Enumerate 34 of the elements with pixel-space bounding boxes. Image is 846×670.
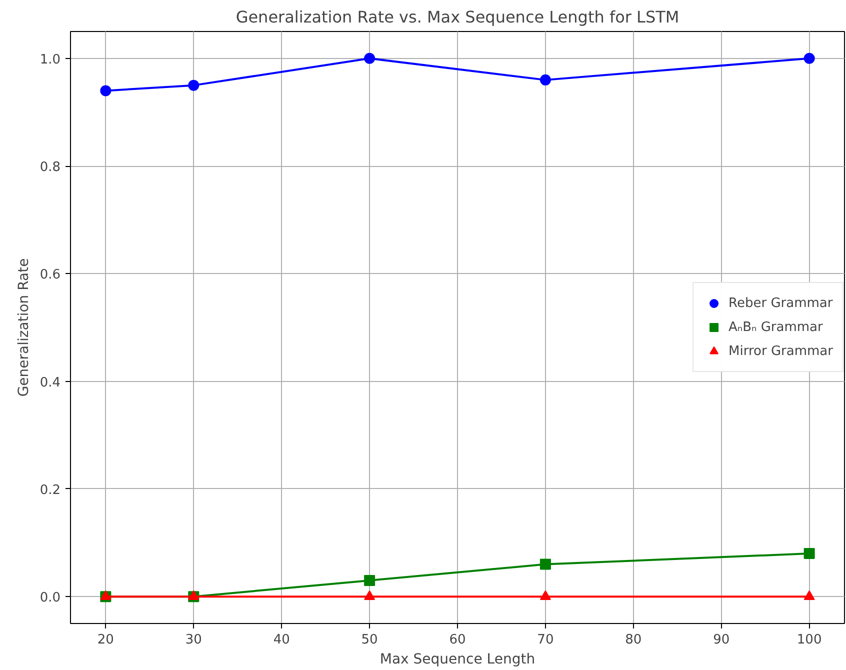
y-tick-label: 0.6 bbox=[40, 268, 61, 283]
x-tick-label: 50 bbox=[361, 632, 378, 648]
y-tick-label: 0.2 bbox=[40, 482, 61, 498]
point bbox=[540, 558, 551, 570]
legend-label: Reber Grammar bbox=[728, 296, 833, 310]
point bbox=[188, 80, 200, 91]
x-tick-label: 60 bbox=[449, 632, 466, 648]
point bbox=[804, 548, 815, 560]
x-tick-label: 40 bbox=[273, 632, 290, 648]
x-tick-label: 90 bbox=[713, 632, 730, 648]
y-axis-title: Generalization Rate bbox=[16, 258, 32, 397]
point bbox=[364, 574, 376, 586]
x-tick-label: 100 bbox=[796, 632, 822, 648]
legend-label: AₙBₙ Grammar bbox=[728, 320, 823, 334]
point bbox=[100, 590, 112, 600]
point bbox=[804, 590, 815, 600]
x-axis-title: Max Sequence Length bbox=[380, 652, 536, 668]
x-tick-label: 30 bbox=[185, 632, 202, 648]
x-tick-label: 70 bbox=[537, 632, 554, 648]
point bbox=[100, 85, 112, 96]
x-tick-label: 80 bbox=[625, 632, 642, 648]
legend-label: Mirror Grammar bbox=[728, 344, 833, 358]
point bbox=[364, 590, 376, 600]
y-tick-label: 0.0 bbox=[40, 590, 61, 606]
point bbox=[364, 52, 376, 64]
y-tick-label: 1.0 bbox=[40, 52, 61, 68]
y-tick-label: 0.4 bbox=[40, 375, 61, 390]
point bbox=[804, 52, 815, 64]
point bbox=[540, 590, 551, 600]
point bbox=[188, 590, 200, 600]
point bbox=[540, 74, 551, 86]
chart-title: Generalization Rate vs. Max Sequence Length for LSTM bbox=[236, 8, 680, 26]
x-tick-label: 20 bbox=[97, 632, 114, 648]
y-tick-label: 0.8 bbox=[40, 160, 61, 176]
